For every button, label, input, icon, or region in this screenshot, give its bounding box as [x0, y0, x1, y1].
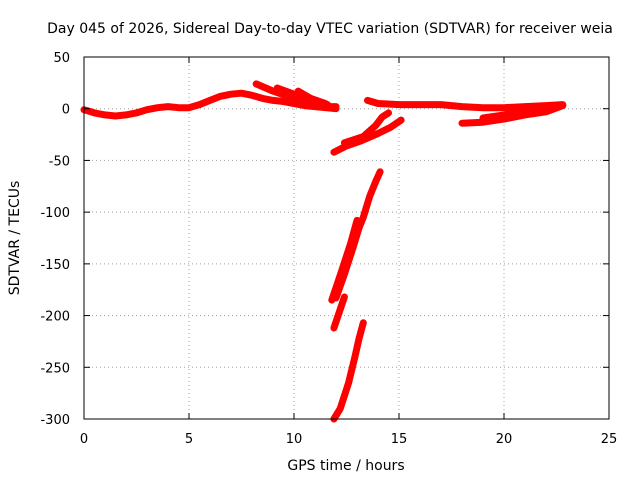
y-tick-label: 50 [53, 51, 70, 66]
y-tick-label: -250 [40, 361, 70, 376]
x-tick-label: 10 [286, 432, 303, 447]
plot-frame [83, 56, 610, 420]
series-line-5 [311, 99, 340, 111]
y-tick-label: -300 [40, 413, 70, 428]
series-line-10 [340, 109, 392, 147]
x-axis-label: GPS time / hours [287, 458, 404, 474]
y-axis-label: SDTVAR / TECUs [7, 181, 23, 296]
x-tick-label: 0 [80, 432, 88, 447]
y-tick-label: -150 [40, 258, 70, 273]
y-tick-label: -200 [40, 310, 70, 325]
axis-ticks: 0 5 10 15 20 25 -300 -250 -200 -150 -100 -50 0 50 [40, 51, 617, 447]
x-tick-label: 25 [601, 432, 618, 447]
series-line-12 [328, 216, 361, 304]
series-line-11 [332, 168, 384, 302]
series-line-13 [330, 293, 348, 332]
x-tick-label: 15 [391, 432, 408, 447]
series-line-1 [80, 89, 340, 120]
x-tick-label: 5 [185, 432, 193, 447]
data-series [80, 80, 567, 423]
series-line-9 [330, 116, 405, 156]
y-tick-label: -100 [40, 206, 70, 221]
series-line-14 [330, 319, 367, 423]
y-tick-label: -50 [49, 154, 70, 169]
y-tick-label: 0 [62, 103, 70, 118]
chart-title: Day 045 of 2026, Sidereal Day-to-day VTE… [47, 21, 613, 37]
series-line-7 [458, 102, 567, 127]
series-line-8 [479, 103, 550, 122]
x-tick-label: 20 [496, 432, 513, 447]
